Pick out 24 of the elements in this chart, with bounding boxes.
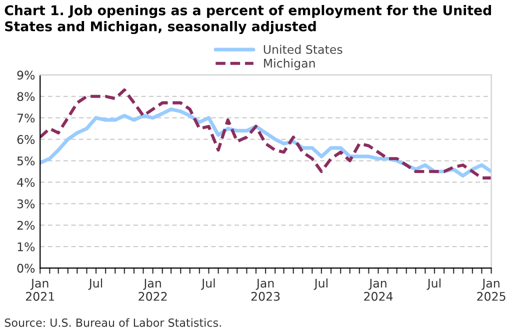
y-tick-label: 6% — [17, 135, 35, 144]
x-tick-label: Jan 2024 — [364, 278, 393, 301]
x-tick-label: Jan 2021 — [26, 278, 54, 301]
y-tick-label: 1% — [18, 242, 35, 252]
y-tick-label: 5% — [17, 156, 35, 166]
x-tick-label: Jan 2025 — [477, 278, 506, 301]
y-tick-label: 9% — [17, 70, 35, 80]
source-note: Source: U.S. Bureau of Labor Statistics. — [4, 318, 221, 327]
x-tick-label: Jul — [314, 278, 328, 290]
x-tick-label: Jul — [88, 278, 102, 290]
x-tick-label: Jan 2023 — [251, 278, 280, 301]
y-tick-label: 7% — [17, 114, 35, 122]
legend-label: United States — [264, 44, 342, 54]
y-tick-label: 0% — [17, 264, 35, 273]
y-tick-label: 3% — [17, 199, 35, 208]
y-tick-label: 8% — [17, 92, 35, 102]
y-tick-label: 4% — [17, 178, 35, 187]
y-tick-label: 2% — [17, 220, 35, 230]
x-tick-label: Jan 2022 — [138, 278, 167, 301]
legend-label: Michigan — [264, 58, 315, 70]
x-tick-label: Jul — [426, 278, 440, 290]
line-series — [40, 88, 492, 180]
x-tick-label: Jul — [201, 278, 215, 290]
chart-title: Chart 1. Job openings as a percent of employment for the United States and Michigan, seasonally adjusted — [4, 4, 491, 34]
